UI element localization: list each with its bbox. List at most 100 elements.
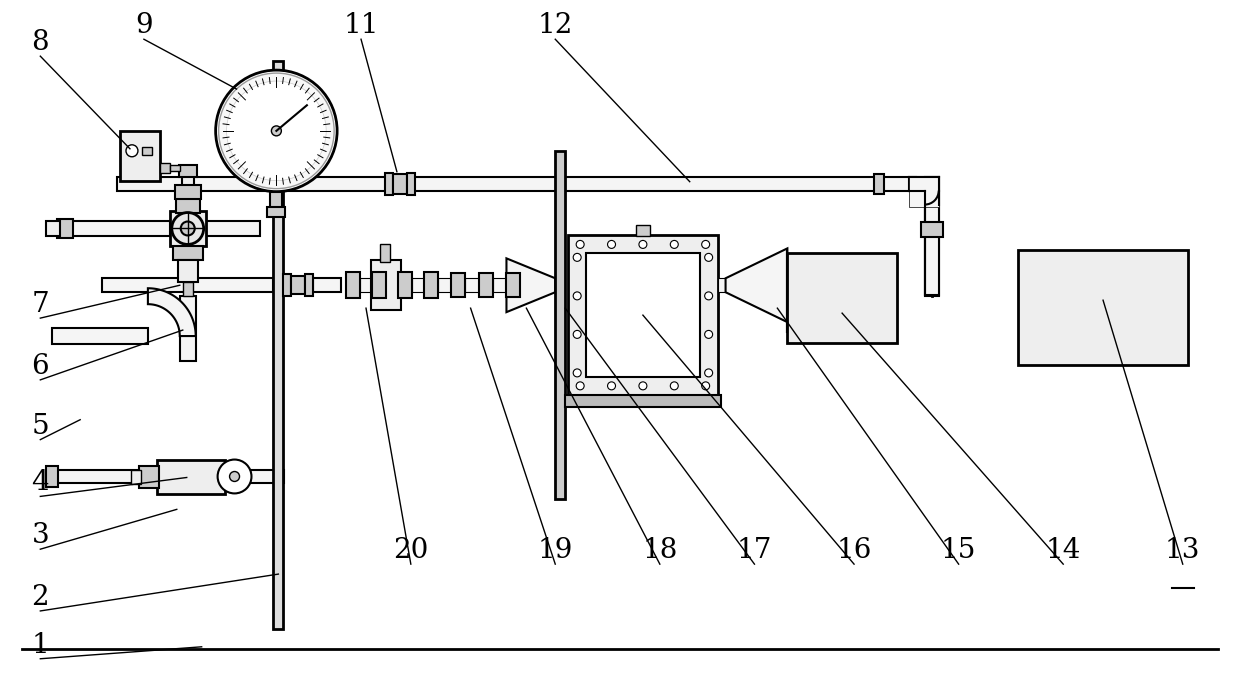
Bar (177, 260, 197, 283)
Bar (131, 470, 141, 484)
Bar (379, 244, 389, 262)
Circle shape (577, 382, 584, 390)
Bar (160, 163, 170, 173)
Text: 12: 12 (538, 13, 573, 39)
Bar (506, 274, 521, 297)
Circle shape (702, 240, 709, 248)
Bar (384, 173, 393, 195)
Circle shape (227, 81, 326, 181)
Bar (141, 147, 151, 155)
Bar (398, 272, 412, 298)
Bar (718, 278, 725, 292)
Bar (450, 274, 465, 297)
Bar (270, 191, 283, 209)
Bar (921, 221, 942, 237)
Bar (407, 173, 415, 195)
Bar (139, 466, 159, 489)
Bar (412, 278, 424, 292)
Text: 1: 1 (31, 632, 50, 658)
Text: 14: 14 (1045, 537, 1081, 564)
Bar (565, 395, 720, 406)
Circle shape (126, 145, 138, 157)
Bar (284, 274, 291, 296)
Bar (636, 226, 650, 237)
Circle shape (671, 240, 678, 248)
Circle shape (172, 212, 203, 244)
Bar (52, 328, 148, 344)
Bar (72, 221, 170, 237)
Bar (57, 470, 139, 484)
Bar (393, 174, 407, 193)
Polygon shape (725, 248, 787, 322)
Bar (371, 260, 401, 310)
Text: 7: 7 (31, 291, 50, 318)
Text: 18: 18 (642, 537, 677, 564)
Bar (346, 272, 360, 298)
Circle shape (608, 382, 615, 390)
Bar (424, 272, 438, 298)
Circle shape (639, 382, 647, 390)
Bar (176, 196, 200, 212)
Bar (172, 246, 202, 260)
Bar (120, 131, 160, 181)
Text: 15: 15 (941, 537, 976, 564)
Bar (284, 177, 916, 191)
Bar (305, 274, 314, 296)
Circle shape (216, 70, 337, 191)
Bar (179, 165, 197, 177)
Bar (909, 177, 939, 207)
Bar (291, 276, 305, 294)
Circle shape (573, 369, 582, 377)
Circle shape (218, 73, 334, 189)
Bar (170, 211, 206, 246)
Circle shape (704, 253, 713, 261)
Text: 6: 6 (31, 353, 50, 380)
Bar (182, 283, 192, 296)
Text: 17: 17 (737, 537, 773, 564)
Bar (360, 278, 372, 292)
Circle shape (272, 126, 281, 136)
Bar (909, 177, 939, 191)
Circle shape (704, 292, 713, 300)
Bar (57, 219, 73, 239)
Bar (874, 174, 884, 193)
Bar (787, 253, 897, 343)
Text: 8: 8 (31, 29, 50, 56)
Circle shape (704, 331, 713, 338)
Bar (587, 253, 699, 377)
Bar (925, 177, 939, 191)
Text: 4: 4 (31, 469, 50, 496)
Bar (556, 151, 565, 500)
Bar (268, 207, 285, 216)
Bar (314, 278, 341, 292)
Bar (46, 221, 61, 237)
Circle shape (217, 459, 252, 493)
Text: 3: 3 (31, 522, 50, 549)
Text: 13: 13 (1166, 537, 1200, 564)
Text: 19: 19 (538, 537, 573, 564)
Text: 2: 2 (31, 584, 50, 611)
Circle shape (671, 382, 678, 390)
Circle shape (573, 253, 582, 261)
Bar (156, 459, 224, 494)
Circle shape (573, 331, 582, 338)
Polygon shape (506, 258, 556, 312)
Text: 16: 16 (836, 537, 872, 564)
Bar (492, 278, 506, 292)
Bar (925, 191, 939, 295)
Bar (372, 272, 386, 298)
Bar (170, 165, 180, 171)
Bar (386, 278, 398, 292)
Bar (450, 278, 453, 292)
Bar (273, 61, 284, 629)
Bar (117, 177, 273, 191)
Bar (244, 470, 284, 484)
Bar (102, 278, 273, 292)
Text: 5: 5 (31, 413, 50, 440)
Circle shape (573, 292, 582, 300)
Bar (568, 235, 718, 395)
Circle shape (704, 369, 713, 377)
Circle shape (181, 221, 195, 235)
Text: 9: 9 (135, 13, 153, 39)
Bar (175, 184, 201, 198)
